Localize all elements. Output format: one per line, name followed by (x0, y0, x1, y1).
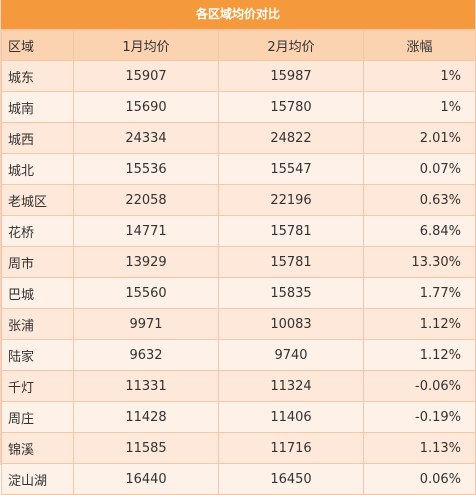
feb-price-cell: 15780 (218, 91, 364, 123)
jan-price-cell: 15690 (73, 91, 219, 123)
header-change: 涨幅 (363, 30, 476, 61)
change-cell: 1% (363, 91, 476, 123)
feb-price-cell: 22196 (218, 184, 364, 216)
header-jan-price: 1月均价 (73, 30, 219, 61)
table-row: 千灯 11331 11324 -0.06% (1, 370, 476, 402)
feb-price-cell: 15835 (218, 277, 364, 309)
change-cell: 0.06% (363, 463, 476, 495)
change-cell: 2.01% (363, 122, 476, 154)
area-cell: 城北 (1, 153, 74, 185)
table-row: 锦溪 11585 11716 1.13% (1, 432, 476, 464)
table-row: 老城区 22058 22196 0.63% (1, 184, 476, 216)
feb-price-cell: 16450 (218, 463, 364, 495)
change-cell: 13.30% (363, 246, 476, 278)
jan-price-cell: 11428 (73, 401, 219, 433)
jan-price-cell: 16440 (73, 463, 219, 495)
feb-price-cell: 11716 (218, 432, 364, 464)
feb-price-cell: 11324 (218, 370, 364, 402)
area-cell: 城西 (1, 122, 74, 154)
jan-price-cell: 15907 (73, 60, 219, 92)
change-cell: -0.06% (363, 370, 476, 402)
area-cell: 陆家 (1, 339, 74, 371)
change-cell: 6.84% (363, 215, 476, 247)
header-feb-price: 2月均价 (218, 30, 364, 61)
table-row: 城南 15690 15780 1% (1, 91, 476, 123)
table-row: 周市 13929 15781 13.30% (1, 246, 476, 278)
feb-price-cell: 15781 (218, 215, 364, 247)
area-cell: 周庄 (1, 401, 74, 433)
change-cell: 0.63% (363, 184, 476, 216)
feb-price-cell: 10083 (218, 308, 364, 340)
jan-price-cell: 15560 (73, 277, 219, 309)
area-cell: 周市 (1, 246, 74, 278)
jan-price-cell: 14771 (73, 215, 219, 247)
change-cell: 1.12% (363, 308, 476, 340)
jan-price-cell: 9632 (73, 339, 219, 371)
table-title: 各区域均价对比 (1, 0, 475, 30)
change-cell: -0.19% (363, 401, 476, 433)
area-cell: 千灯 (1, 370, 74, 402)
feb-price-cell: 11406 (218, 401, 364, 433)
table-row: 淀山湖 16440 16450 0.06% (1, 463, 476, 495)
header-area: 区域 (1, 30, 74, 61)
feb-price-cell: 15781 (218, 246, 364, 278)
area-cell: 城东 (1, 60, 74, 92)
price-table: 区域 1月均价 2月均价 涨幅 城东 15907 15987 1% 城南 15690 157… (1, 30, 476, 495)
table-row: 陆家 9632 9740 1.12% (1, 339, 476, 371)
feb-price-cell: 15987 (218, 60, 364, 92)
table-row: 花桥 14771 15781 6.84% (1, 215, 476, 247)
area-cell: 巴城 (1, 277, 74, 309)
jan-price-cell: 22058 (73, 184, 219, 216)
change-cell: 1.13% (363, 432, 476, 464)
feb-price-cell: 24822 (218, 122, 364, 154)
table-row: 城西 24334 24822 2.01% (1, 122, 476, 154)
jan-price-cell: 15536 (73, 153, 219, 185)
area-cell: 张浦 (1, 308, 74, 340)
change-cell: 1% (363, 60, 476, 92)
table-header-row: 区域 1月均价 2月均价 涨幅 (1, 30, 476, 61)
jan-price-cell: 13929 (73, 246, 219, 278)
area-cell: 城南 (1, 91, 74, 123)
area-cell: 锦溪 (1, 432, 74, 464)
area-cell: 老城区 (1, 184, 74, 216)
table-row: 周庄 11428 11406 -0.19% (1, 401, 476, 433)
table-row: 巴城 15560 15835 1.77% (1, 277, 476, 309)
jan-price-cell: 9971 (73, 308, 219, 340)
jan-price-cell: 24334 (73, 122, 219, 154)
table-row: 张浦 9971 10083 1.12% (1, 308, 476, 340)
area-cell: 淀山湖 (1, 463, 74, 495)
table-row: 城东 15907 15987 1% (1, 60, 476, 92)
feb-price-cell: 9740 (218, 339, 364, 371)
area-cell: 花桥 (1, 215, 74, 247)
table-row: 城北 15536 15547 0.07% (1, 153, 476, 185)
change-cell: 1.12% (363, 339, 476, 371)
jan-price-cell: 11585 (73, 432, 219, 464)
change-cell: 1.77% (363, 277, 476, 309)
jan-price-cell: 11331 (73, 370, 219, 402)
feb-price-cell: 15547 (218, 153, 364, 185)
change-cell: 0.07% (363, 153, 476, 185)
